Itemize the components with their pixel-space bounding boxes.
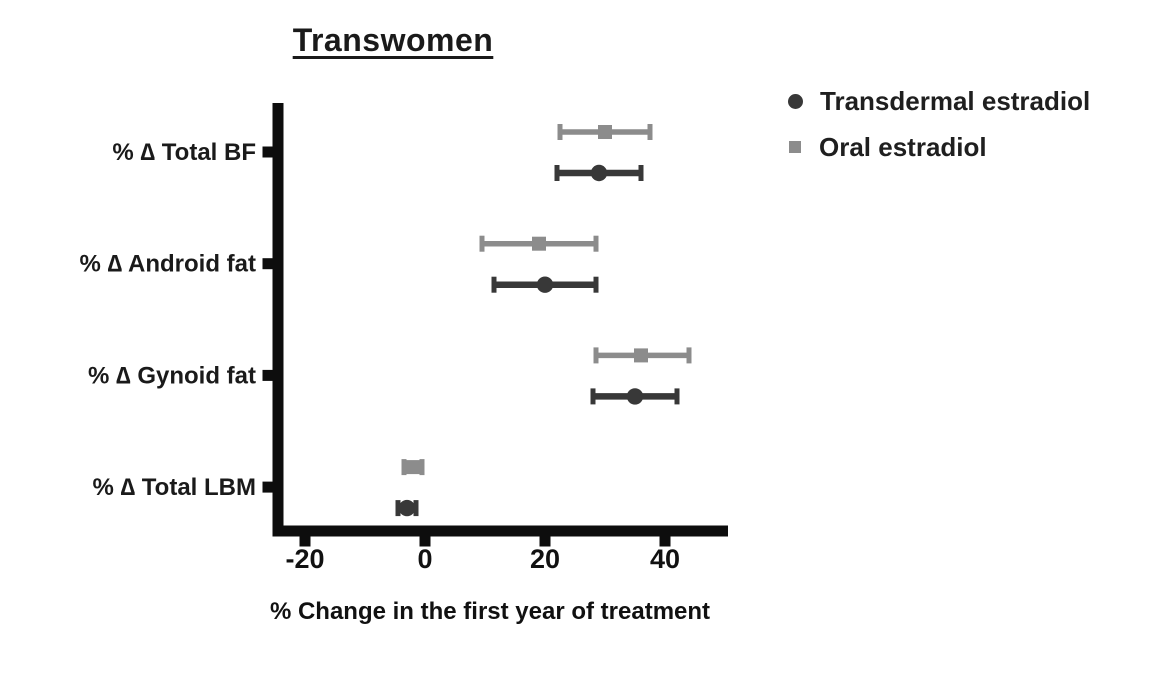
y-tick xyxy=(262,481,273,493)
data-point-circle xyxy=(590,164,608,182)
y-tick xyxy=(262,146,273,158)
square-marker-icon xyxy=(789,141,801,153)
x-axis-line xyxy=(272,525,728,537)
data-point-square xyxy=(406,460,420,475)
circle-marker-icon xyxy=(788,93,803,109)
category-label: % ∆ Total LBM xyxy=(92,474,256,501)
series-layer xyxy=(395,124,692,517)
x-axis-title: % Change in the first year of treatment xyxy=(269,598,711,625)
data-point-square xyxy=(598,125,612,139)
data-point-circle xyxy=(626,388,644,405)
x-tick-label: 40 xyxy=(650,544,680,574)
y-tick xyxy=(262,258,273,270)
data-point-circle xyxy=(536,276,554,293)
x-tick xyxy=(419,536,431,547)
x-tick-label: 20 xyxy=(530,544,560,574)
category-label: % ∆ Android fat xyxy=(80,251,256,278)
axes-layer: -20 0 20 40 % ∆ Total BF % ∆ Android fat % ∆ G… xyxy=(80,103,728,574)
legend-label: Oral estradiol xyxy=(819,131,987,162)
x-tick-label: 0 xyxy=(417,544,432,574)
legend-item-oral-estradiol: Oral estradiol xyxy=(788,132,1090,162)
legend-label: Transdermal estradiol xyxy=(820,85,1091,116)
chart-title: Transwomen xyxy=(292,22,494,58)
legend: Transdermal estradiol Oral estradiol xyxy=(788,86,1090,162)
legend-item-transdermal-estradiol: Transdermal estradiol xyxy=(788,86,1090,116)
x-tick xyxy=(299,536,311,547)
category-label: % ∆ Gynoid fat xyxy=(88,362,256,389)
x-tick xyxy=(659,536,671,547)
category-label: % ∆ Total BF xyxy=(112,139,256,166)
y-tick xyxy=(262,369,273,381)
data-point-square xyxy=(532,236,546,251)
x-tick-label: -20 xyxy=(285,544,324,574)
x-tick xyxy=(539,536,551,547)
y-axis-line xyxy=(272,103,284,537)
data-point-square xyxy=(634,348,648,363)
data-point-circle xyxy=(398,499,416,517)
